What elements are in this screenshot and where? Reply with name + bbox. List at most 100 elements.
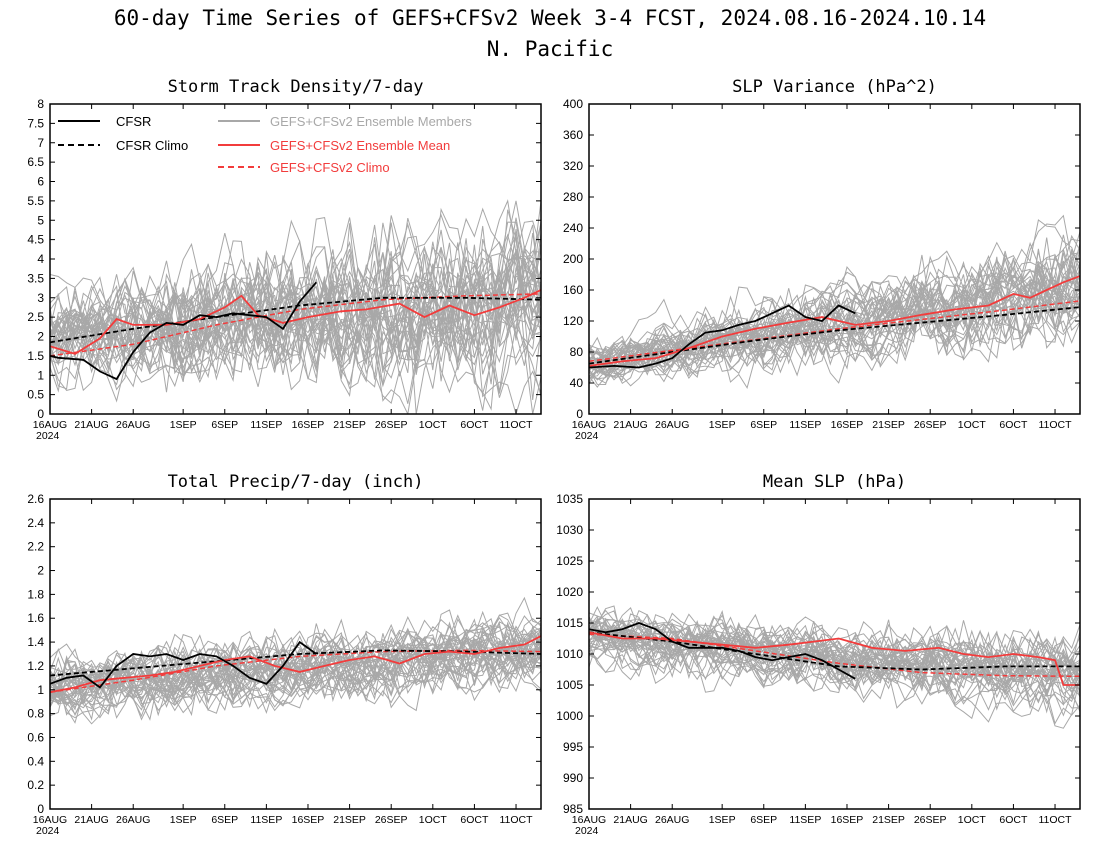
x-tick-label: 1SEP: [170, 814, 197, 826]
y-tick-label: 0.6: [27, 730, 44, 744]
y-tick-label: 1: [37, 368, 44, 382]
y-tick-label: 400: [563, 97, 583, 111]
ensemble-member-line: [50, 647, 541, 718]
x-year-label: 2024: [36, 430, 60, 442]
legend-cfsr-label: CFSR: [116, 114, 151, 129]
y-tick-label: 1005: [556, 678, 583, 692]
y-tick-label: 6: [37, 175, 44, 189]
ensemble-mean-line: [50, 289, 541, 355]
y-tick-label: 160: [563, 283, 583, 297]
x-tick-label: 21AUG: [74, 419, 108, 431]
y-tick-label: 0.2: [27, 778, 44, 792]
x-tick-label: 21AUG: [613, 814, 647, 826]
x-tick-label: 11OCT: [1038, 419, 1072, 431]
x-tick-label: 6SEP: [211, 419, 238, 431]
y-tick-label: 1035: [556, 492, 583, 506]
y-tick-label: 1.6: [27, 611, 44, 625]
x-tick-label: 26AUG: [116, 419, 150, 431]
y-tick-label: 3: [37, 291, 44, 305]
x-tick-label: 11SEP: [250, 419, 282, 431]
y-tick-label: 1.4: [27, 635, 44, 649]
ensemble-member-line: [50, 250, 541, 385]
panel-storm-track-density: Storm Track Density/7-day 0 0.5 1 1.5 2 2.5 3 3.…: [27, 77, 542, 442]
plot-area: [589, 605, 1080, 729]
y-tick-label: 0.8: [27, 707, 44, 721]
ensemble-member-line: [589, 264, 1080, 384]
ensemble-member-line: [589, 615, 1080, 680]
plot-frame: [49, 498, 542, 810]
x-tick-label: 16SEP: [831, 419, 864, 431]
y-tick-label: 2: [37, 564, 44, 578]
y-tick-label: 985: [563, 802, 583, 816]
x-tick-label: 16SEP: [292, 814, 325, 826]
y-tick-label: 1030: [556, 523, 583, 537]
gefs-climo-line: [50, 649, 541, 693]
x-tick-label: 21SEP: [872, 419, 905, 431]
x-tick-label: 16SEP: [831, 814, 864, 826]
y-tick-label: 6.5: [27, 155, 44, 169]
x-tick-label: 6OCT: [460, 814, 489, 826]
ensemble-member-line: [589, 259, 1080, 388]
y-tick-label: 0.4: [27, 754, 44, 768]
y-tick-label: 3.5: [27, 271, 44, 285]
ensemble-member-line: [589, 278, 1080, 382]
x-tick-label: 26AUG: [655, 814, 689, 826]
y-tick-label: 40: [570, 376, 584, 390]
y-tick-label: 2.5: [27, 310, 44, 324]
y-tick-label: 2.2: [27, 540, 44, 554]
y-tick-label: 8: [37, 97, 44, 111]
y-tick-label: 1010: [556, 647, 583, 661]
panel-mean-slp: Mean SLP (hPa) 985 990 995 1000 1005 1010 1015 1…: [556, 472, 1081, 837]
y-tick-label: 990: [563, 771, 583, 785]
x-tick-label: 16SEP: [292, 419, 325, 431]
x-tick-label: 21SEP: [333, 419, 366, 431]
x-tick-label: 21AUG: [613, 419, 647, 431]
ensemble-member-line: [50, 638, 541, 724]
y-tick-label: 0.5: [27, 388, 44, 402]
y-tick-label: 4.5: [27, 233, 44, 247]
ensemble-mean-line: [50, 635, 541, 694]
x-tick-label: 6SEP: [750, 419, 777, 431]
x-tick-label: 16AUG: [572, 814, 606, 826]
x-tick-label: 6SEP: [750, 814, 777, 826]
y-tick-label: 7: [37, 136, 44, 150]
ensemble-member-line: [50, 265, 541, 379]
y-tick-label: 240: [563, 221, 583, 235]
ensemble-member-line: [589, 621, 1080, 717]
cfsr-line: [50, 281, 317, 381]
y-tick-label: 1000: [556, 709, 583, 723]
x-tick-label: 21AUG: [74, 814, 108, 826]
ensemble-member-line: [589, 643, 1080, 729]
ensemble-member-line: [50, 207, 541, 333]
ensemble-member-line: [50, 617, 541, 698]
y-tick-label: 0: [576, 407, 583, 421]
y-tick-label: 2.4: [27, 516, 44, 530]
x-year-label: 2024: [575, 430, 599, 442]
ensemble-member-line: [589, 620, 1080, 684]
x-tick-label: 6OCT: [460, 419, 489, 431]
x-tick-label: 11SEP: [250, 814, 282, 826]
y-tick-label: 280: [563, 190, 583, 204]
cfsr-climo-line: [50, 649, 541, 677]
ensemble-member-line: [50, 207, 541, 363]
x-tick-label: 1OCT: [958, 814, 987, 826]
y-tick-label: 995: [563, 740, 583, 754]
y-tick-label: 1: [37, 683, 44, 697]
cfsr-line: [589, 622, 856, 680]
x-tick-label: 21SEP: [872, 814, 905, 826]
x-tick-label: 16AUG: [33, 419, 67, 431]
y-tick-label: 1025: [556, 554, 583, 568]
y-tick-label: 320: [563, 159, 583, 173]
x-tick-label: 26AUG: [116, 814, 150, 826]
y-tick-label: 5: [37, 213, 44, 227]
y-tick-label: 1.5: [27, 349, 44, 363]
y-tick-label: 0: [37, 407, 44, 421]
x-tick-label: 26SEP: [914, 814, 947, 826]
x-tick-label: 26SEP: [914, 419, 947, 431]
x-tick-label: 11OCT: [499, 419, 533, 431]
x-tick-label: 1SEP: [709, 419, 736, 431]
x-tick-label: 11SEP: [789, 814, 821, 826]
ensemble-member-line: [50, 625, 541, 705]
x-tick-label: 1OCT: [419, 814, 448, 826]
